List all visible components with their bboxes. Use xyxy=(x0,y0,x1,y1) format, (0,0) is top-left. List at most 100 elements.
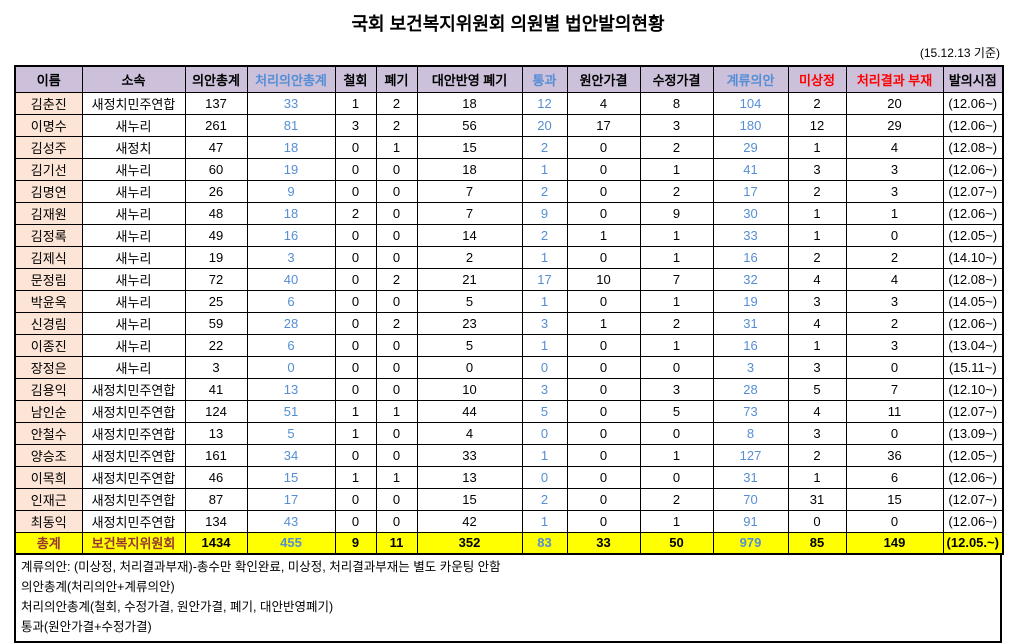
pending-cell: 31 xyxy=(712,465,789,489)
not-presented-cell: 1 xyxy=(787,201,847,225)
start-date-cell: (14.10~) xyxy=(942,245,1004,269)
result-absent-cell: 20 xyxy=(845,91,944,115)
result-absent-cell: 4 xyxy=(845,267,944,291)
passed-cell: 1 xyxy=(521,289,568,313)
result-absent-cell: 0 xyxy=(845,355,944,379)
bills-total-cell: 59 xyxy=(184,311,248,335)
amended-passed-cell: 2 xyxy=(639,311,714,335)
processed-total-cell: 51 xyxy=(246,399,336,423)
result-absent-cell: 7 xyxy=(845,377,944,401)
original-passed-cell: 1 xyxy=(566,311,641,335)
not-presented-cell: 0 xyxy=(787,509,847,533)
not-presented-cell: 5 xyxy=(787,377,847,401)
withdrawn-cell: 0 xyxy=(334,289,377,313)
footnotes-box: 계류의안: (미상정, 처리결과부재)-총수만 확인완료, 미상정, 처리결과부… xyxy=(14,555,1002,643)
withdrawn-cell: 0 xyxy=(334,135,377,159)
party-cell: 새누리 xyxy=(81,267,186,291)
processed-total-cell: 34 xyxy=(246,443,336,467)
withdrawn-cell: 0 xyxy=(334,311,377,335)
table-header-row: 이름 소속 의안총계 처리의안총계 철회 폐기 대안반영 폐기 통과 원안가결 수정가결 계류의안 미… xyxy=(14,65,1004,93)
processed-total-cell: 16 xyxy=(246,223,336,247)
col-header-name: 이름 xyxy=(14,65,83,93)
original-passed-cell: 0 xyxy=(566,179,641,203)
bills-total-cell: 134 xyxy=(184,509,248,533)
pending-cell: 91 xyxy=(712,509,789,533)
passed-cell: 0 xyxy=(521,465,568,489)
name-cell: 박윤옥 xyxy=(14,289,83,313)
party-cell: 새정치 xyxy=(81,135,186,159)
name-cell: 이목희 xyxy=(14,465,83,489)
bills-total-cell: 1434 xyxy=(184,531,248,555)
name-cell: 남인순 xyxy=(14,399,83,423)
original-passed-cell: 0 xyxy=(566,245,641,269)
original-passed-cell: 1 xyxy=(566,223,641,247)
bills-total-cell: 60 xyxy=(184,157,248,181)
bills-total-cell: 13 xyxy=(184,421,248,445)
pending-cell: 70 xyxy=(712,487,789,511)
pending-cell: 33 xyxy=(712,223,789,247)
bills-total-cell: 49 xyxy=(184,223,248,247)
party-cell: 새정치민주연합 xyxy=(81,421,186,445)
not-presented-cell: 3 xyxy=(787,157,847,181)
start-date-cell: (15.11~) xyxy=(942,355,1004,379)
member-row: 신경림 새누리 59 28 0 2 23 3 1 2 31 4 2 (12.06~) xyxy=(14,311,1004,335)
alternative-discarded-cell: 21 xyxy=(416,267,523,291)
bills-total-cell: 261 xyxy=(184,113,248,137)
passed-cell: 2 xyxy=(521,135,568,159)
member-row: 김기선 새누리 60 19 0 0 18 1 0 1 41 3 3 (12.06~) xyxy=(14,157,1004,181)
processed-total-cell: 81 xyxy=(246,113,336,137)
passed-cell: 20 xyxy=(521,113,568,137)
start-date-cell: (12.06~) xyxy=(942,157,1004,181)
processed-total-cell: 0 xyxy=(246,355,336,379)
as-of-date: (15.12.13 기준) xyxy=(919,46,1000,60)
original-passed-cell: 0 xyxy=(566,333,641,357)
processed-total-cell: 19 xyxy=(246,157,336,181)
processed-total-cell: 33 xyxy=(246,91,336,115)
original-passed-cell: 0 xyxy=(566,487,641,511)
amended-passed-cell: 2 xyxy=(639,135,714,159)
passed-cell: 1 xyxy=(521,333,568,357)
member-row: 문정림 새누리 72 40 0 2 21 17 10 7 32 4 4 (12.08~) xyxy=(14,267,1004,291)
start-date-cell: (14.05~) xyxy=(942,289,1004,313)
discarded-cell: 2 xyxy=(375,311,418,335)
party-cell: 새정치민주연합 xyxy=(81,465,186,489)
alternative-discarded-cell: 18 xyxy=(416,91,523,115)
processed-total-cell: 18 xyxy=(246,201,336,225)
not-presented-cell: 12 xyxy=(787,113,847,137)
not-presented-cell: 31 xyxy=(787,487,847,511)
party-cell: 새누리 xyxy=(81,157,186,181)
amended-passed-cell: 5 xyxy=(639,399,714,423)
start-date-cell: (12.06~) xyxy=(942,465,1004,489)
processed-total-cell: 3 xyxy=(246,245,336,269)
discarded-cell: 0 xyxy=(375,443,418,467)
withdrawn-cell: 1 xyxy=(334,399,377,423)
member-row: 이목희 새정치민주연합 46 15 1 1 13 0 0 0 31 1 6 (12.06~) xyxy=(14,465,1004,489)
party-cell: 새정치민주연합 xyxy=(81,91,186,115)
not-presented-cell: 1 xyxy=(787,223,847,247)
not-presented-cell: 3 xyxy=(787,355,847,379)
result-absent-cell: 0 xyxy=(845,223,944,247)
passed-cell: 0 xyxy=(521,355,568,379)
processed-total-cell: 6 xyxy=(246,333,336,357)
col-header-party: 소속 xyxy=(81,65,186,93)
col-header-passed: 통과 xyxy=(521,65,568,93)
pending-cell: 19 xyxy=(712,289,789,313)
bills-total-cell: 41 xyxy=(184,377,248,401)
withdrawn-cell: 3 xyxy=(334,113,377,137)
processed-total-cell: 18 xyxy=(246,135,336,159)
withdrawn-cell: 1 xyxy=(334,465,377,489)
alternative-discarded-cell: 5 xyxy=(416,333,523,357)
not-presented-cell: 2 xyxy=(787,443,847,467)
result-absent-cell: 1 xyxy=(845,201,944,225)
start-date-cell: (12.07~) xyxy=(942,179,1004,203)
original-passed-cell: 4 xyxy=(566,91,641,115)
pending-cell: 180 xyxy=(712,113,789,137)
amended-passed-cell: 8 xyxy=(639,91,714,115)
start-date-cell: (12.07~) xyxy=(942,487,1004,511)
alternative-discarded-cell: 0 xyxy=(416,355,523,379)
footnote-line: 계류의안: (미상정, 처리결과부재)-총수만 확인완료, 미상정, 처리결과부… xyxy=(21,560,501,574)
result-absent-cell: 0 xyxy=(845,509,944,533)
member-row: 양승조 새정치민주연합 161 34 0 0 33 1 0 1 127 2 36 (12.05~) xyxy=(14,443,1004,467)
withdrawn-cell: 0 xyxy=(334,487,377,511)
result-absent-cell: 149 xyxy=(845,531,944,555)
